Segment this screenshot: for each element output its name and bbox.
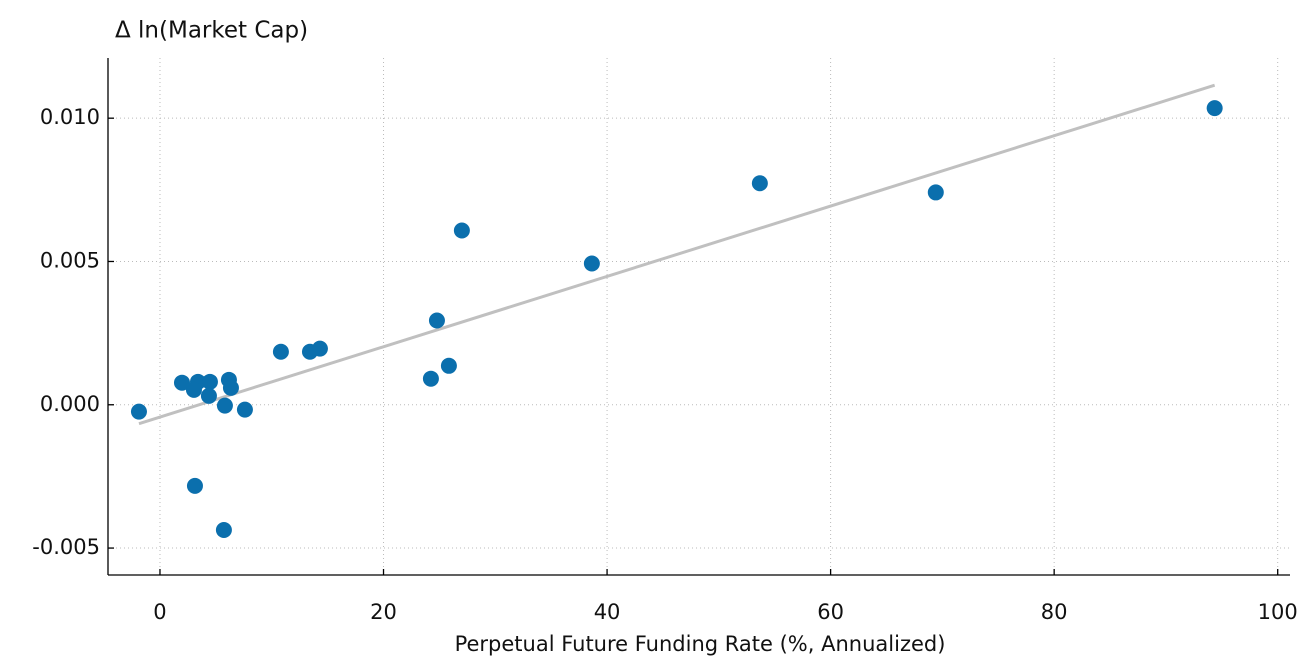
- point: [751, 175, 768, 192]
- point: [583, 255, 600, 272]
- y-tick-label: 0.005: [40, 248, 100, 272]
- point: [130, 403, 147, 420]
- y-tick-label: 0.000: [40, 392, 100, 416]
- x-tick-label: 100: [1258, 600, 1298, 624]
- x-axis-label: Perpetual Future Funding Rate (%, Annual…: [455, 632, 946, 656]
- point: [422, 370, 439, 387]
- point: [927, 184, 944, 201]
- x-tick-label: 80: [1041, 600, 1068, 624]
- point: [215, 522, 232, 539]
- x-tick-label: 20: [370, 600, 397, 624]
- point: [216, 397, 233, 414]
- point: [186, 477, 203, 494]
- point: [201, 373, 218, 390]
- point: [272, 343, 289, 360]
- point: [428, 312, 445, 329]
- point: [236, 401, 253, 418]
- x-tick-label: 60: [817, 600, 844, 624]
- y-tick-label: -0.005: [32, 535, 100, 559]
- point: [311, 340, 328, 357]
- chart-title: Δ ln(Market Cap): [115, 18, 308, 44]
- point: [200, 387, 217, 404]
- point: [173, 374, 190, 391]
- y-tick-label: 0.010: [40, 105, 100, 129]
- x-tick-label: 0: [153, 600, 166, 624]
- point: [222, 379, 239, 396]
- point: [453, 222, 470, 239]
- point: [1206, 100, 1223, 117]
- fit-line: [138, 83, 1216, 426]
- x-tick-label: 40: [594, 600, 621, 624]
- point: [440, 357, 457, 374]
- point: [185, 381, 202, 398]
